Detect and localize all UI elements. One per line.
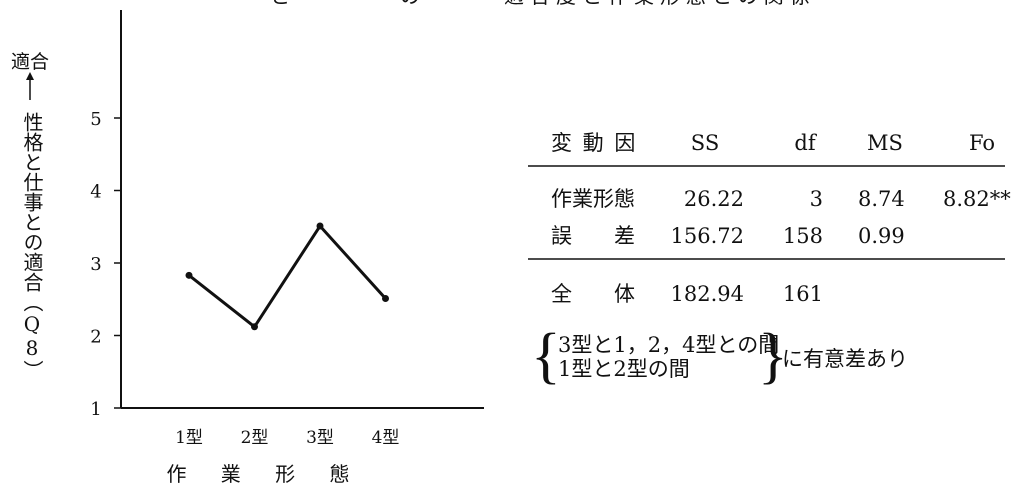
note-suffix: に有意差あり — [782, 347, 908, 371]
up-arrow-head — [26, 72, 34, 80]
y-tick-label: 4 — [90, 182, 101, 203]
data-point — [316, 222, 324, 230]
x-ticks: 1型 2型 3型 4型 — [175, 428, 399, 448]
x-tick-label: 3型 — [306, 428, 334, 448]
table-header-fo: Fo — [969, 131, 995, 155]
figure-title: と の 適合度と作業形態との関係 — [270, 0, 816, 8]
table-row2-df: 158 — [783, 224, 823, 248]
table-row2-ss: 156.72 — [671, 224, 744, 248]
data-point — [185, 271, 193, 279]
y-tick-label: 5 — [90, 109, 101, 130]
table-header-source: 変 動 因 — [551, 131, 637, 155]
table-row2-source: 誤 差 — [551, 224, 635, 248]
line-chart: 1 2 3 4 5 1型 2型 3型 4型 適合 性格と仕事との適合（Q8） 作 業 形 態 — [11, 10, 484, 486]
table-header-df: df — [794, 131, 817, 155]
table-total-ss: 182.94 — [671, 282, 744, 306]
x-axis-label: 作 業 形 態 — [166, 462, 363, 486]
data-point — [382, 295, 389, 303]
table-row2-ms: 0.99 — [858, 224, 905, 248]
note-left-brace: { — [531, 322, 561, 390]
data-point — [251, 323, 258, 331]
x-tick-label: 4型 — [372, 428, 400, 448]
series-line — [188, 223, 387, 329]
table-total-source: 全 体 — [551, 282, 635, 306]
table-total-df: 161 — [783, 282, 823, 306]
table-row1-ms: 8.74 — [858, 187, 905, 211]
data-points — [185, 222, 389, 331]
table-header-ss: SS — [691, 131, 719, 155]
y-axis-label: 性格と仕事との適合（Q8） — [20, 112, 44, 380]
y-tick-label: 1 — [90, 399, 101, 420]
table-header-ms: MS — [867, 131, 903, 155]
y-axis-top-label: 適合 — [11, 51, 49, 73]
note-right-brace: } — [758, 322, 788, 390]
anova-table: 変 動 因 SS df MS Fo 作業形態 26.22 3 8.74 8.82… — [528, 131, 1011, 390]
note-line-1: 3型と1，2，4型との間 — [558, 333, 779, 357]
note-line-2: 1型と2型の間 — [558, 357, 690, 381]
table-row1-fo: 8.82** — [943, 187, 1011, 211]
table-row1-source: 作業形態 — [551, 187, 635, 211]
x-tick-label: 1型 — [175, 428, 203, 448]
y-ticks: 1 2 3 4 5 — [90, 109, 121, 420]
x-tick-label: 2型 — [241, 428, 269, 448]
table-row1-df: 3 — [810, 187, 823, 211]
y-tick-label: 3 — [90, 254, 101, 275]
table-row1-ss: 26.22 — [684, 187, 744, 211]
y-tick-label: 2 — [90, 327, 101, 348]
